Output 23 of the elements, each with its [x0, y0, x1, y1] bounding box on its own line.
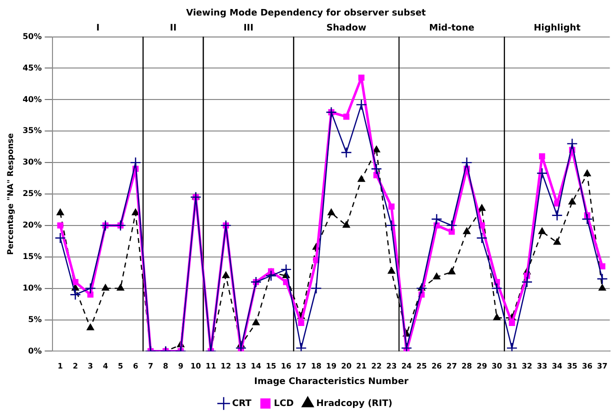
y-tick-label: 20% [22, 220, 42, 230]
legend-label: Hradcopy (RIT) [316, 398, 392, 409]
y-tick-label: 35% [22, 126, 42, 136]
y-tick-label: 5% [28, 314, 42, 324]
band-label: Highlight [534, 24, 582, 34]
y-tick-label: 50% [22, 32, 42, 41]
band-label: Shadow [326, 24, 366, 34]
y-tick-label: 0% [28, 346, 42, 356]
band-label: II [170, 24, 177, 34]
y-tick-label: 45% [22, 63, 42, 72]
legend-label: CRT [232, 398, 252, 409]
y-tick-label: 10% [22, 283, 42, 292]
band-label: I [96, 24, 100, 34]
y-axis-title: Percentage "NA" Response [6, 132, 15, 255]
y-tick-label: 15% [22, 252, 42, 261]
x-axis-title: Image Characteristics Number [254, 376, 409, 387]
y-tick-label: 25% [22, 189, 42, 198]
legend-label: LCD [274, 398, 294, 409]
y-tick-label: 40% [22, 94, 42, 104]
y-tick-label: 30% [22, 158, 42, 167]
chart-title: Viewing Mode Dependency for observer subset [186, 8, 427, 19]
band-label: III [243, 24, 254, 34]
band-label: Mid-tone [429, 24, 474, 34]
